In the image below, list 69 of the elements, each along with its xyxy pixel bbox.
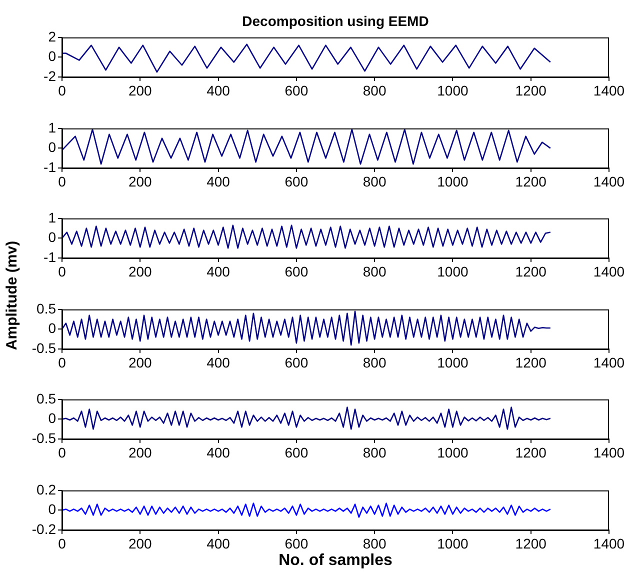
x-tick-label: 200	[128, 82, 152, 98]
y-tick-label: -0.2	[32, 520, 56, 537]
x-tick-label: 400	[206, 354, 230, 370]
x-tick-label: 1200	[515, 263, 547, 280]
y-tick-label: 0.5	[36, 390, 56, 407]
y-tick-label: 1	[48, 209, 56, 226]
x-tick-label: 800	[362, 82, 386, 98]
x-tick-label: 400	[206, 82, 230, 98]
x-tick-label: 1400	[593, 172, 625, 189]
y-tick-label: 0	[48, 48, 56, 64]
x-tick-label: 400	[206, 535, 230, 552]
chart-title: Decomposition using EEMD	[241, 13, 430, 29]
x-tick-label: 1400	[593, 535, 625, 552]
y-axis-title: Amplitude (mv)	[4, 240, 20, 352]
x-tick-label: 1200	[515, 354, 547, 370]
x-tick-label: 1200	[515, 172, 547, 189]
x-tick-label: 0	[58, 263, 66, 280]
y-tick-label: 0	[48, 138, 56, 155]
x-tick-label: 0	[58, 354, 66, 370]
x-tick-label: 800	[362, 263, 386, 280]
x-tick-label: 1400	[593, 444, 625, 461]
x-tick-label: 800	[362, 172, 386, 189]
y-tick-label: -0.5	[32, 340, 56, 356]
y-tick-label: -2	[44, 68, 56, 84]
x-tick-label: 1400	[593, 263, 625, 280]
x-tick-label: 600	[284, 263, 308, 280]
y-tick-label: 0	[48, 229, 56, 246]
x-tick-label: 1200	[515, 535, 547, 552]
y-tick-label: -1	[44, 249, 56, 266]
y-tick-label: 2	[48, 28, 56, 44]
x-tick-label: 1000	[437, 263, 468, 280]
x-tick-label: 1000	[437, 535, 468, 552]
x-tick-label: 200	[128, 172, 152, 189]
x-tick-label: 1400	[593, 354, 625, 370]
x-tick-label: 600	[284, 444, 308, 461]
x-tick-label: 1000	[437, 354, 468, 370]
x-tick-label: 800	[362, 444, 386, 461]
x-tick-label: 1200	[515, 82, 547, 98]
x-tick-label: 0	[58, 82, 66, 98]
y-tick-label: 0	[48, 410, 56, 426]
x-tick-label: 600	[284, 535, 308, 552]
x-tick-label: 1000	[437, 172, 468, 189]
x-tick-label: 1000	[437, 444, 468, 461]
x-tick-label: 600	[284, 354, 308, 370]
y-tick-label: 1	[48, 118, 56, 135]
y-tick-label: -0.5	[32, 430, 56, 446]
y-tick-label: 0	[48, 320, 56, 336]
x-tick-label: 200	[128, 263, 152, 280]
x-tick-label: 0	[58, 444, 66, 461]
x-tick-label: 400	[206, 263, 230, 280]
x-tick-label: 800	[362, 354, 386, 370]
x-tick-label: 200	[128, 444, 152, 461]
y-tick-label: -1	[44, 158, 56, 174]
x-tick-label: 200	[128, 354, 152, 370]
x-tick-label: 1000	[437, 82, 468, 98]
x-tick-label: 600	[284, 82, 308, 98]
x-tick-label: 0	[58, 172, 66, 189]
x-tick-label: 600	[284, 172, 308, 189]
x-tick-label: 0	[58, 535, 66, 552]
y-tick-label: 0	[48, 501, 56, 518]
x-tick-label: 800	[362, 535, 386, 552]
x-tick-label: 400	[206, 172, 230, 189]
y-tick-label: 0.5	[36, 300, 56, 316]
x-tick-label: 1400	[593, 82, 625, 98]
x-tick-label: 200	[128, 535, 152, 552]
y-tick-label: 0.2	[36, 481, 56, 498]
x-tick-label: 400	[206, 444, 230, 461]
x-tick-label: 1200	[515, 444, 547, 461]
x-axis-title: No. of samples	[278, 552, 394, 570]
